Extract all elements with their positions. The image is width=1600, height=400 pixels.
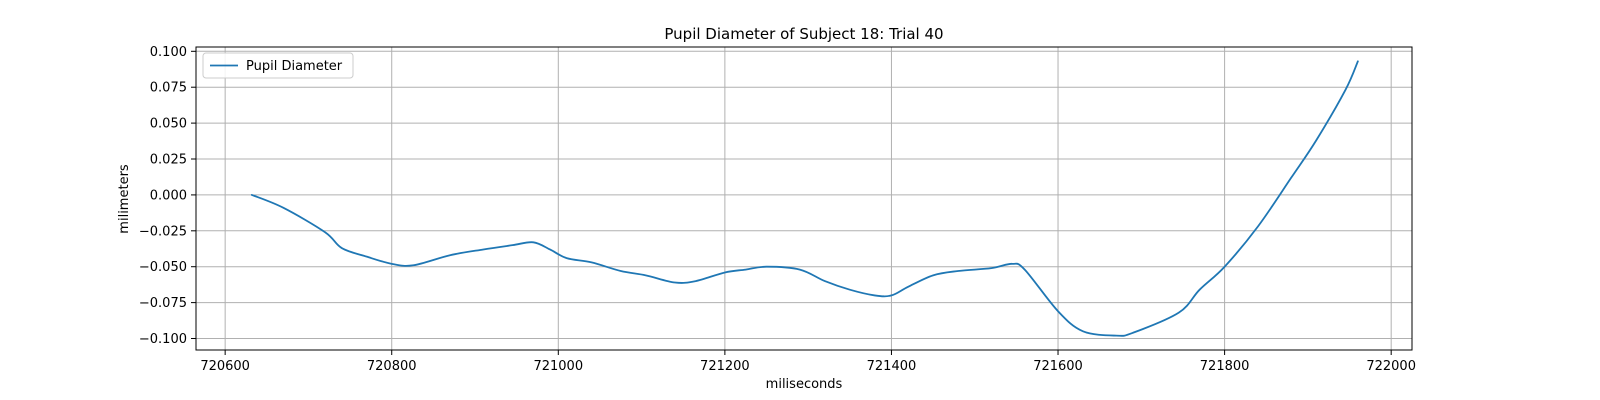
legend: Pupil Diameter xyxy=(202,52,354,79)
y-axis-title: milimeters xyxy=(117,164,132,234)
x-tick-label: 721800 xyxy=(1200,359,1250,374)
y-tick-label: 0.000 xyxy=(150,188,187,203)
plot-area-frame xyxy=(195,46,1413,351)
x-axis-title: miliseconds xyxy=(766,377,843,392)
y-tick-label: 0.050 xyxy=(150,117,187,132)
x-tick-label: 720800 xyxy=(367,359,417,374)
x-tick-label: 721200 xyxy=(700,359,750,374)
legend-box xyxy=(202,52,354,79)
x-tick-label: 721400 xyxy=(867,359,917,374)
x-tick-label: 720600 xyxy=(200,359,250,374)
x-tick-label: 721600 xyxy=(1033,359,1083,374)
pupil-diameter-line xyxy=(250,60,1359,337)
chart-title: Pupil Diameter of Subject 18: Trial 40 xyxy=(664,25,943,43)
x-axis-ticks: 720600 720800 721000 721200 721400 721600 7218… xyxy=(200,350,1416,374)
y-tick-label: −0.100 xyxy=(139,332,187,347)
x-tick-label: 722000 xyxy=(1366,359,1416,374)
y-tick-label: −0.075 xyxy=(139,296,187,311)
y-tick-label: −0.050 xyxy=(139,260,187,275)
legend-label-pupil-diameter: Pupil Diameter xyxy=(246,59,343,74)
grid-lines xyxy=(196,47,1412,350)
y-tick-label: 0.100 xyxy=(150,45,187,60)
x-tick-label: 721000 xyxy=(533,359,583,374)
y-tick-label: 0.075 xyxy=(150,81,187,96)
y-axis-ticks: 0.100 0.075 0.050 0.025 0.000 −0.025 −0.050 −0.… xyxy=(139,45,196,347)
y-tick-label: −0.025 xyxy=(139,224,187,239)
series-layer xyxy=(250,60,1359,337)
y-tick-label: 0.025 xyxy=(150,153,187,168)
